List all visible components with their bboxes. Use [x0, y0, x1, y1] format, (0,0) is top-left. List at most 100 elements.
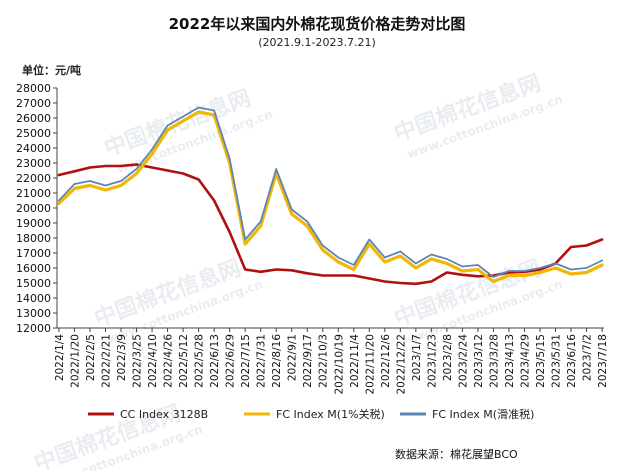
data-point — [182, 115, 184, 118]
x-tick-label: 2022/1/4 — [54, 334, 66, 381]
data-point — [260, 225, 262, 227]
axes: 12000 13000 14000 15000 16000 17000 18000 19000… — [16, 82, 609, 395]
x-tick-label: 2023/2/8 — [442, 334, 454, 381]
y-tick-label: 12000 — [16, 322, 51, 335]
data-point — [353, 274, 355, 277]
data-point — [539, 271, 541, 274]
data-point — [322, 274, 324, 277]
data-point — [353, 268, 355, 271]
x-tick-label: 2022/2/5 — [85, 334, 97, 381]
data-point — [229, 231, 231, 233]
data-point — [244, 243, 246, 245]
data-point — [120, 165, 122, 167]
x-tick-label: 2022/2/21 — [100, 334, 112, 388]
data-point — [291, 208, 293, 211]
data-point — [601, 238, 603, 241]
data-point — [539, 268, 541, 271]
x-tick-label: 2023/5/15 — [535, 334, 547, 388]
series-line-1 — [57, 110, 604, 284]
data-point — [104, 165, 107, 167]
data-point — [585, 271, 588, 274]
data-point — [104, 184, 107, 187]
data-point — [58, 202, 60, 205]
y-tick-label: 13000 — [16, 307, 51, 320]
x-tick-label: 2022/10/19 — [333, 334, 345, 395]
data-point — [399, 250, 401, 253]
y-tick-label: 27000 — [16, 97, 51, 110]
data-point — [73, 170, 76, 172]
data-point — [477, 268, 479, 271]
y-tick-label: 24000 — [16, 142, 51, 155]
x-tick-label: 2022/11/20 — [364, 334, 376, 395]
x-tick-label: 2022/3/9 — [116, 334, 128, 381]
x-tick-label: 2023/6/16 — [566, 334, 578, 388]
data-point — [73, 183, 76, 185]
data-point — [275, 268, 277, 271]
data-point — [523, 270, 526, 272]
data-point — [89, 184, 91, 187]
data-point — [601, 259, 603, 262]
series-line-0 — [57, 163, 604, 286]
x-tick-label: 2022/6/13 — [209, 334, 221, 388]
data-point — [508, 274, 510, 277]
data-point — [570, 268, 572, 271]
x-tick-label: 2022/7/15 — [240, 334, 252, 388]
data-point — [539, 267, 541, 269]
data-point — [477, 275, 479, 277]
source-note: 数据来源：棉花展望BCO — [395, 447, 518, 461]
data-point — [213, 199, 215, 202]
data-point — [291, 269, 293, 271]
data-point — [554, 267, 557, 269]
data-point — [104, 189, 107, 191]
chart-title: 2022年以来国内外棉花现货价格走势对比图 — [169, 15, 466, 33]
data-point — [244, 238, 246, 241]
data-point — [415, 267, 417, 269]
legend-label-0: CC Index 3128B — [120, 408, 208, 421]
data-point — [430, 280, 432, 283]
x-tick-label: 2022/9/1 — [287, 334, 299, 381]
data-point — [182, 172, 184, 175]
data-point — [337, 256, 339, 259]
data-point — [353, 264, 355, 266]
data-point — [151, 153, 153, 155]
data-point — [446, 262, 448, 265]
data-point — [368, 243, 370, 245]
x-tick-label: 2022/10/3 — [318, 334, 330, 388]
data-point — [446, 258, 448, 260]
data-point — [306, 272, 308, 274]
chart-subtitle: (2021.9.1-2023.7.21) — [258, 36, 376, 49]
data-point — [322, 244, 324, 247]
y-tick-label: 15000 — [16, 277, 51, 290]
x-tick-label: 2022/5/12 — [178, 334, 190, 388]
data-point — [229, 157, 231, 160]
data-point — [430, 258, 432, 260]
x-tick-label: 2022/12/6 — [380, 334, 392, 388]
data-point — [213, 114, 215, 116]
data-point — [291, 213, 293, 215]
x-tick-label: 2022/7/31 — [256, 334, 268, 388]
x-tick-label: 2022/3/25 — [132, 334, 144, 388]
data-point — [384, 280, 386, 283]
data-point — [461, 270, 463, 272]
data-point — [306, 220, 308, 223]
data-point — [73, 187, 76, 190]
data-point — [399, 255, 401, 257]
y-tick-label: 25000 — [16, 127, 51, 140]
y-tick-label: 14000 — [16, 292, 51, 305]
data-point — [167, 124, 169, 127]
x-tick-label: 2023/5/31 — [551, 334, 563, 388]
data-point — [120, 184, 122, 187]
data-point — [601, 264, 603, 266]
data-point — [508, 271, 510, 274]
data-point — [58, 199, 60, 202]
data-point — [430, 253, 432, 256]
legend-label-2: FC Index M(滑准税) — [432, 407, 534, 421]
data-point — [508, 270, 510, 272]
x-tick-label: 2022/9/17 — [302, 334, 314, 388]
data-point — [135, 172, 138, 175]
data-point — [167, 169, 169, 172]
